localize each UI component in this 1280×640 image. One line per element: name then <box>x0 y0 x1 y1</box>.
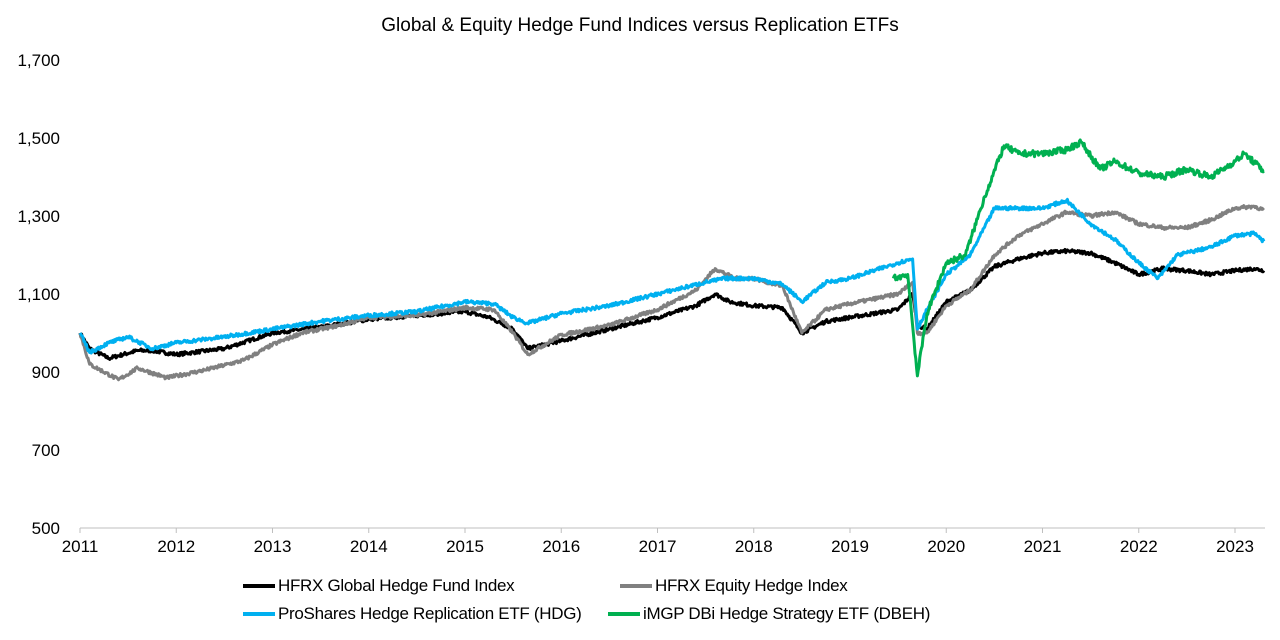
x-tick-label: 2019 <box>831 537 869 556</box>
x-tick-label: 2020 <box>927 537 965 556</box>
y-tick-label: 1,300 <box>17 207 60 226</box>
x-tick-label: 2016 <box>542 537 580 556</box>
series-line-3 <box>891 138 1265 378</box>
x-tick-label: 2011 <box>62 537 99 556</box>
x-tick-label: 2015 <box>446 537 484 556</box>
legend-swatch <box>243 584 275 588</box>
x-tick-label: 2012 <box>157 537 195 556</box>
legend-item-hfrx-global: HFRX Global Hedge Fund Index <box>243 576 515 596</box>
legend-item-hdg: ProShares Hedge Replication ETF (HDG) <box>243 604 582 624</box>
legend-swatch <box>620 584 652 588</box>
series-line-1 <box>78 204 1265 382</box>
x-tick-label: 2014 <box>350 537 388 556</box>
y-tick-label: 700 <box>32 441 60 460</box>
legend-label: ProShares Hedge Replication ETF (HDG) <box>278 604 582 623</box>
legend-swatch <box>243 612 275 616</box>
y-tick-label: 900 <box>32 363 60 382</box>
x-tick-label: 2013 <box>254 537 292 556</box>
y-tick-label: 500 <box>32 519 60 538</box>
x-tick-label: 2017 <box>639 537 677 556</box>
legend-item-dbeh: iMGP DBi Hedge Strategy ETF (DBEH) <box>608 604 930 624</box>
series-line-0 <box>78 248 1266 361</box>
chart-title: Global & Equity Hedge Fund Indices versu… <box>381 15 899 36</box>
y-tick-label: 1,500 <box>17 129 60 148</box>
legend-item-hfrx-equity: HFRX Equity Hedge Index <box>620 576 848 596</box>
legend-label: HFRX Global Hedge Fund Index <box>278 576 515 595</box>
x-tick-label: 2022 <box>1120 537 1158 556</box>
x-tick-label: 2018 <box>735 537 773 556</box>
x-tick-label: 2021 <box>1024 537 1062 556</box>
series-line-2 <box>78 197 1266 355</box>
y-tick-label: 1,700 <box>17 51 60 70</box>
y-tick-label: 1,100 <box>17 285 60 304</box>
legend-swatch <box>608 612 640 616</box>
x-tick-label: 2023 <box>1216 537 1254 556</box>
legend-label: HFRX Equity Hedge Index <box>655 576 848 595</box>
legend-label: iMGP DBi Hedge Strategy ETF (DBEH) <box>643 604 931 623</box>
